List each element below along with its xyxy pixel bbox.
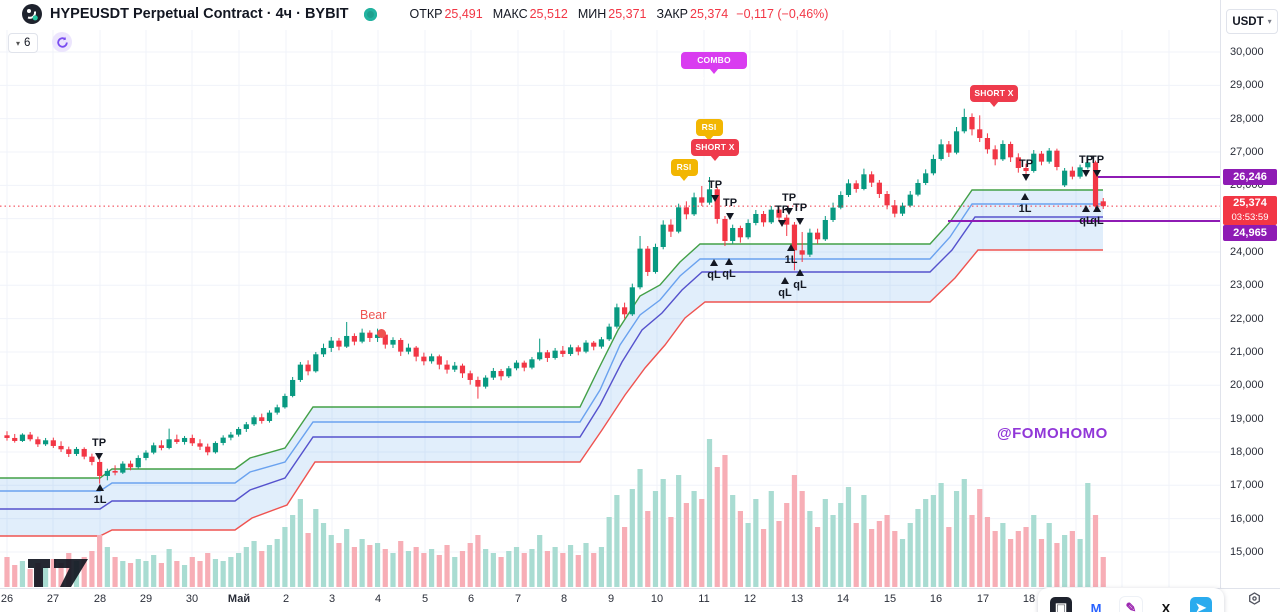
price-tick-label: 24,000 (1230, 245, 1264, 258)
time-tick-label: 30 (185, 593, 199, 605)
ohlc-legend: ОТКР 25,491 МАКС 25,512 МИН 25,371 ЗАКР … (399, 7, 828, 21)
time-tick-label: 14 (836, 593, 850, 605)
band-line-blue2 (0, 216, 1103, 510)
symbol-title[interactable]: HYPEUSDT Perpetual Contract · 4ч · BYBIT (50, 6, 349, 22)
time-tick-label: Май (227, 593, 251, 605)
gear-icon (1248, 591, 1260, 605)
objects-count: 6 (24, 37, 31, 49)
volume-layer (4, 439, 1106, 587)
axis-settings-button[interactable] (1242, 590, 1266, 608)
price-tick-label: 16,000 (1230, 512, 1264, 525)
close-label: ЗАКР (656, 7, 689, 21)
time-tick-label: 18 (1022, 593, 1036, 605)
time-tick-label: 27 (46, 593, 60, 605)
open-label: ОТКР (409, 7, 443, 21)
price-label-badge: 26,246 (1223, 169, 1277, 185)
currency-selector-button[interactable]: USDT ▾ (1226, 9, 1278, 34)
time-tick-label: 3 (328, 593, 336, 605)
price-tick-label: 21,000 (1230, 345, 1264, 358)
change-value: −0,117 (−0,46%) (736, 7, 829, 21)
price-tick-label: 22,000 (1230, 312, 1264, 325)
time-tick-label: 7 (514, 593, 522, 605)
time-tick-label: 16 (929, 593, 943, 605)
currency-label: USDT (1232, 15, 1264, 28)
price-label-badge: 24,965 (1223, 225, 1277, 241)
price-tick-label: 23,000 (1230, 279, 1264, 292)
price-tick-label: 17,000 (1230, 479, 1264, 492)
tradingview-watermark-logo (28, 559, 88, 587)
price-tick-label: 15,000 (1230, 545, 1264, 558)
chart-header: HYPEUSDT Perpetual Contract · 4ч · BYBIT… (0, 0, 1218, 28)
time-tick-label: 28 (93, 593, 107, 605)
price-tick-label: 20,000 (1230, 379, 1264, 392)
screenshot-share-icon[interactable]: ▣ (1050, 597, 1072, 612)
time-tick-label: 12 (743, 593, 757, 605)
share-toolbar: ▣ M ✎ X ➤ (1038, 588, 1224, 612)
market-status-icon (364, 7, 378, 21)
low-value: 25,371 (608, 7, 647, 21)
time-tick-label: 15 (883, 593, 897, 605)
band-line-red (0, 249, 1103, 537)
symbol-logo-icon (22, 4, 42, 24)
time-tick-label: 11 (698, 593, 710, 605)
time-tick-label: 29 (139, 593, 153, 605)
chevron-down-icon: ▾ (1267, 17, 1272, 26)
price-tick-label: 27,000 (1230, 145, 1264, 158)
price-axis[interactable]: 30,00029,00028,00027,00026,00025,00024,0… (1220, 0, 1280, 588)
time-tick-label: 6 (467, 593, 475, 605)
time-tick-label: 13 (790, 593, 804, 605)
high-label: МАКС (492, 7, 528, 21)
time-tick-label: 10 (650, 593, 664, 605)
time-tick-label: 17 (976, 593, 990, 605)
price-tick-label: 28,000 (1230, 112, 1264, 125)
price-tick-label: 19,000 (1230, 412, 1264, 425)
price-label-badge: 25,374 03:53:59 (1223, 196, 1277, 225)
ideas-share-icon[interactable]: M (1085, 597, 1107, 612)
chevron-down-icon: ▾ (16, 38, 21, 48)
telegram-share-icon[interactable]: ➤ (1190, 597, 1212, 612)
objects-tree-toggle[interactable]: ▾ 6 (8, 33, 39, 53)
time-tick-label: 2 (282, 593, 290, 605)
open-value: 25,491 (444, 7, 483, 21)
time-tick-label: 9 (607, 593, 615, 605)
price-tick-label: 29,000 (1230, 79, 1264, 92)
refresh-icon (56, 36, 68, 48)
time-tick-label: 8 (560, 593, 568, 605)
refresh-button[interactable] (52, 32, 72, 52)
annotate-share-icon[interactable]: ✎ (1120, 597, 1142, 612)
time-tick-label: 4 (374, 593, 382, 605)
time-tick-label: 5 (421, 593, 429, 605)
time-tick-label: 26 (0, 593, 14, 605)
band-line-green (0, 189, 1103, 479)
close-value: 25,374 (690, 7, 729, 21)
price-tick-label: 30,000 (1230, 46, 1264, 58)
grid-layer (0, 30, 1220, 587)
indicator-band-fill (0, 190, 1103, 536)
high-value: 25,512 (529, 7, 568, 21)
x-social-share-icon[interactable]: X (1155, 597, 1177, 612)
low-label: МИН (577, 7, 607, 21)
band-line-blue1 (0, 203, 1103, 492)
price-tick-label: 18,000 (1230, 445, 1264, 458)
